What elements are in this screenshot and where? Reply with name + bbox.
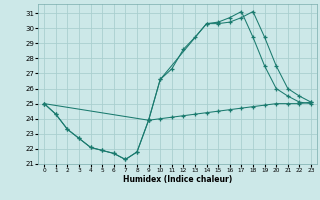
X-axis label: Humidex (Indice chaleur): Humidex (Indice chaleur) — [123, 175, 232, 184]
